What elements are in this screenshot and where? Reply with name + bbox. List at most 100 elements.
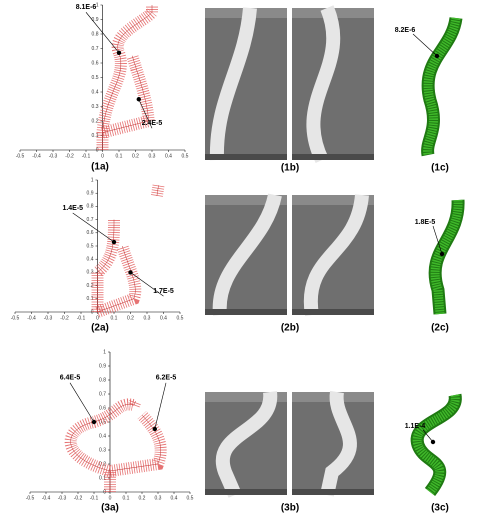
panel-label: (3c): [431, 503, 449, 514]
photo-bottom: [205, 154, 287, 160]
x-tick-label: -0.1: [82, 153, 91, 159]
marker-dot: [128, 270, 132, 274]
annotation: 2.4E-5: [142, 120, 163, 127]
x-tick-label: -0.2: [74, 495, 83, 501]
annotation: 1.1E-4: [405, 423, 426, 430]
y-tick-label: 0.8: [87, 204, 94, 210]
x-tick-label: 0.4: [171, 495, 178, 501]
x-tick-label: 0: [101, 153, 104, 159]
x-tick-label: 0.2: [139, 495, 146, 501]
leader-line: [155, 383, 166, 429]
page: -0.5 -0.4 -0.3 -0.2 -0.1 0 0.1 0.2 0.3 0.4 0.5 0 0.1…: [0, 0, 495, 516]
annotation: 8.1E-6: [76, 4, 97, 11]
x-tick-label: 0.5: [187, 495, 194, 501]
y-tick-label: 0.9: [87, 191, 94, 197]
y-tick-label: 1: [91, 177, 94, 183]
x-tick-label: -0.5: [26, 495, 35, 501]
x-tick-label: 0.2: [127, 315, 134, 321]
y-tick-label: 0.7: [92, 46, 99, 52]
y-tick-label: 0: [91, 309, 94, 315]
y-tick-label: 0.3: [99, 447, 106, 453]
x-tick-label: -0.3: [49, 153, 58, 159]
y-tick-label: 0.8: [99, 377, 106, 383]
y-tick-label: 0.3: [92, 104, 99, 110]
panel-label: (3a): [101, 503, 119, 514]
y-tick-label: 0.6: [87, 230, 94, 236]
y-tick-label: 0.6: [92, 60, 99, 66]
photo: [292, 392, 374, 495]
x-tick-label: -0.4: [42, 495, 51, 501]
y-tick-label: 0.9: [92, 17, 99, 23]
y-tick-label: 0.7: [99, 391, 106, 397]
x-tick-label: -0.5: [11, 315, 20, 321]
photo-bottom: [292, 489, 374, 495]
x-tick-label: 0.4: [160, 315, 167, 321]
y-tick-label: 0.5: [87, 243, 94, 249]
x-tick-label: -0.2: [65, 153, 74, 159]
y-tick-label: 1: [103, 349, 106, 355]
x-tick-label: 0.3: [149, 153, 156, 159]
photo-bottom: [205, 489, 287, 495]
panel-label: (1b): [281, 163, 299, 174]
y-tick-label: 0.3: [87, 270, 94, 276]
x-tick-label: 0.3: [144, 315, 151, 321]
x-tick-label: -0.1: [90, 495, 99, 501]
y-tick-label: 0.9: [99, 363, 106, 369]
x-tick-label: 0.1: [111, 315, 118, 321]
marker-dot: [117, 51, 121, 55]
x-tick-label: 0.2: [132, 153, 139, 159]
x-tick-label: 0.3: [155, 495, 162, 501]
marker-dot: [153, 427, 157, 431]
x-tick-label: 0: [96, 315, 99, 321]
y-tick-label: 0.2: [92, 118, 99, 124]
marker-dot: [92, 420, 96, 424]
y-tick-label: 0.4: [99, 433, 106, 439]
beam-outline: [110, 415, 161, 471]
y-tick-label: 0.2: [87, 283, 94, 289]
panel-label: (2c): [431, 323, 449, 334]
photo-bottom: [292, 154, 374, 160]
annotation: 1.8E-5: [415, 219, 436, 226]
photo: [205, 392, 287, 495]
x-tick-label: -0.2: [60, 315, 69, 321]
leader-line: [70, 383, 94, 422]
annotation: 6.2E-5: [156, 375, 177, 382]
x-tick-label: 0: [109, 495, 112, 501]
photo: [205, 8, 287, 160]
x-tick-label: 0.5: [182, 153, 189, 159]
marker-dot: [137, 97, 141, 101]
panel-label: (3b): [281, 503, 299, 514]
y-tick-label: 0.6: [99, 405, 106, 411]
panel-label: (1a): [91, 162, 109, 173]
annotation: 1.7E-5: [153, 288, 174, 295]
annotation: 6.4E-5: [60, 375, 81, 382]
photo-bottom: [292, 309, 374, 315]
marker-dot: [112, 240, 116, 244]
x-tick-label: -0.4: [27, 315, 36, 321]
x-tick-label: 0.4: [165, 153, 172, 159]
figure: -0.5 -0.4 -0.3 -0.2 -0.1 0 0.1 0.2 0.3 0.4 0.5 0 0.1…: [0, 0, 495, 516]
x-tick-label: -0.4: [32, 153, 41, 159]
beam-outline: [98, 220, 115, 312]
panel-label: (1c): [431, 163, 449, 174]
photo: [205, 195, 287, 315]
y-tick-label: 0.8: [92, 31, 99, 37]
y-tick-label: 0.5: [92, 75, 99, 81]
annotation: 1.4E-5: [62, 205, 83, 212]
y-tick-label: 0.4: [92, 89, 99, 95]
y-tick-label: 0: [103, 489, 106, 495]
y-tick-label: 0.4: [87, 257, 94, 263]
annotation: 8.2E-6: [395, 27, 416, 34]
photo: [292, 8, 374, 160]
photo: [292, 195, 374, 315]
panel-label: (2a): [91, 323, 109, 334]
x-tick-label: -0.3: [58, 495, 67, 501]
x-tick-label: 0.1: [116, 153, 123, 159]
leader-line: [413, 34, 437, 56]
x-tick-label: 0.1: [123, 495, 130, 501]
x-tick-label: -0.5: [16, 153, 25, 159]
y-tick-label: 0.7: [87, 217, 94, 223]
y-tick-label: 0: [96, 147, 99, 153]
x-tick-label: -0.1: [77, 315, 86, 321]
photo-bottom: [205, 309, 287, 315]
